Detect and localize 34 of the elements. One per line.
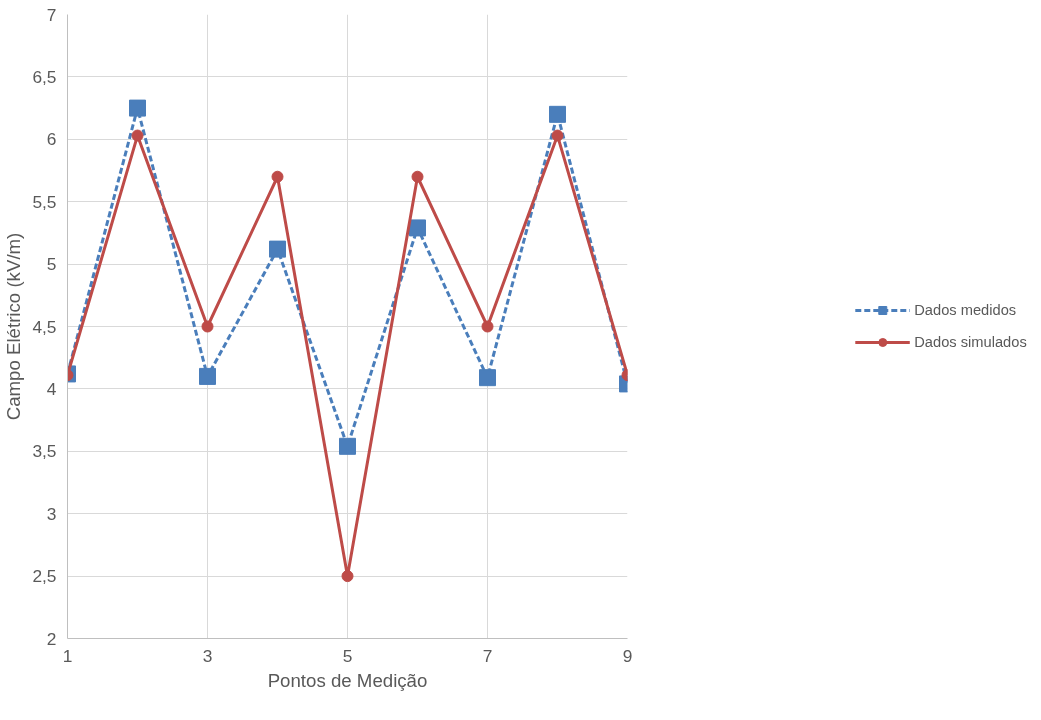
y-tick-label: 4,5: [32, 316, 57, 337]
y-tick-label: 4: [46, 378, 57, 399]
y-tick-label: 5: [46, 254, 57, 275]
x-tick-label: 3: [202, 645, 213, 666]
point: [481, 320, 494, 333]
point: [409, 219, 426, 237]
point: [549, 105, 566, 123]
point: [199, 367, 216, 385]
point: [411, 170, 424, 183]
point: [129, 99, 146, 117]
point: [271, 170, 284, 183]
point: [551, 129, 564, 142]
legend-label: Dados simulados: [914, 334, 1027, 350]
y-tick-label: 7: [46, 4, 57, 25]
point: [269, 240, 286, 258]
x-axis-title: Pontos de Medição: [267, 669, 428, 691]
x-tick-label: 7: [482, 645, 493, 666]
y-tick-label: 3,5: [32, 441, 57, 462]
x-tick-label: 5: [342, 645, 353, 666]
y-tick-label: 2,5: [32, 566, 57, 587]
x-tick-label: 9: [622, 645, 633, 666]
point: [339, 437, 356, 455]
y-tick-label: 2: [46, 628, 57, 649]
y-tick-label: 3: [46, 503, 57, 524]
point: [201, 320, 214, 333]
y-tick-label: 6,5: [32, 66, 57, 87]
y-axis-title: Campo Elétrico (kV/m): [3, 232, 25, 421]
point: [131, 129, 144, 142]
y-tick-label: 5,5: [32, 191, 57, 212]
point: [479, 369, 496, 387]
legend-label: Dados medidos: [914, 302, 1017, 318]
x-tick-label: 1: [62, 645, 73, 666]
y-tick-label: 6: [46, 129, 57, 150]
point: [341, 570, 354, 583]
